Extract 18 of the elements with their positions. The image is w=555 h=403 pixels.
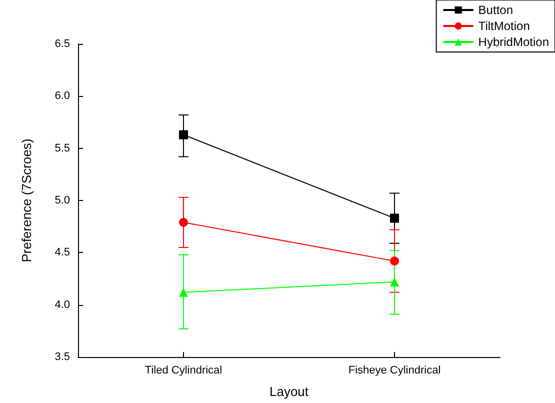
y-tick-label: 4.5: [54, 246, 70, 259]
y-tick-label: 5.5: [54, 142, 70, 154]
point: [390, 256, 399, 266]
y-tick-label: 4.0: [54, 298, 70, 311]
point: [179, 218, 188, 227]
point: [179, 130, 188, 140]
legend-label: Button: [478, 3, 514, 17]
legend-label: HybridMotion: [478, 35, 550, 49]
y-tick-label: 5.0: [54, 194, 70, 206]
x-axis-title: Layout: [269, 384, 309, 399]
point: [390, 214, 399, 223]
legend-label: TiltMotion: [478, 19, 530, 33]
y-tick-label: 6.0: [54, 90, 70, 102]
y-axis-title: Preference (7Scroes): [19, 138, 34, 262]
x-tick-label: Fisheye Cylindrical: [348, 364, 441, 376]
y-tick-label: 6.5: [54, 38, 70, 50]
x-tick-label: Tiled Cylindrical: [144, 364, 222, 376]
y-tick-label: 3.5: [54, 351, 70, 363]
